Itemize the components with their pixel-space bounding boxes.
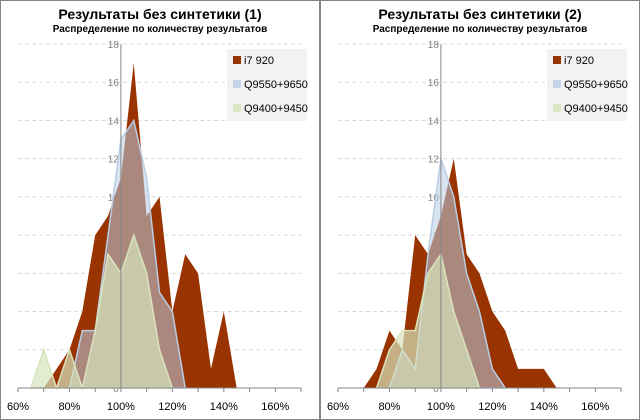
legend-swatch — [233, 56, 241, 64]
plot: 02468101214161860%80%100%120%140%160%i7 … — [7, 40, 308, 413]
x-tick-label: 120% — [158, 401, 186, 413]
chart-title: Результаты без синтетики (2) — [378, 6, 582, 22]
y-tick-label: 16 — [108, 78, 120, 89]
x-tick-label: 100% — [427, 401, 455, 413]
x-tick-label: 140% — [530, 401, 558, 413]
legend-label: Q9400+9450 — [244, 103, 308, 115]
chart-panel-2: Результаты без синтетики (2) Распределен… — [320, 0, 640, 420]
legend-swatch — [233, 104, 241, 112]
y-tick-label: 14 — [428, 116, 440, 127]
y-tick-label: 0 — [113, 384, 119, 395]
x-tick-label: 100% — [107, 401, 135, 413]
y-tick-label: 12 — [108, 155, 120, 166]
y-tick-label: 14 — [108, 116, 120, 127]
series-area-q9400-9450 — [375, 252, 481, 389]
legend-swatch — [553, 56, 561, 64]
chart-subtitle: Распределение по количеству результатов — [52, 24, 268, 35]
x-tick-label: 120% — [478, 401, 506, 413]
legend-swatch — [553, 104, 561, 112]
chart-panel-1: Результаты без синтетики (1) Распределен… — [0, 0, 320, 420]
x-tick-label: 60% — [7, 401, 29, 413]
chart-title: Результаты без синтетики (1) — [58, 6, 262, 22]
y-tick-label: 0 — [433, 384, 439, 395]
x-tick-label: 140% — [210, 401, 238, 413]
y-tick-label: 16 — [428, 78, 440, 89]
legend-swatch — [553, 80, 561, 88]
plot: 02468101214161860%80%100%120%140%160%i7 … — [327, 40, 628, 413]
chart-subtitle: Распределение по количеству результатов — [372, 24, 588, 35]
legend-label: i7 920 — [564, 55, 594, 67]
x-tick-label: 60% — [327, 401, 349, 413]
y-tick-label: 12 — [428, 155, 440, 166]
x-tick-label: 160% — [261, 401, 289, 413]
y-tick-label: 18 — [428, 40, 440, 51]
legend-label: Q9550+9650 — [564, 79, 628, 91]
legend-swatch — [233, 80, 241, 88]
y-tick-label: 10 — [428, 193, 440, 204]
x-tick-label: 160% — [581, 401, 609, 413]
legend-label: Q9550+9650 — [244, 79, 308, 91]
y-tick-label: 18 — [108, 40, 120, 51]
legend-label: i7 920 — [244, 55, 274, 67]
legend-label: Q9400+9450 — [564, 103, 628, 115]
x-tick-label: 80% — [58, 401, 80, 413]
x-tick-label: 80% — [378, 401, 400, 413]
